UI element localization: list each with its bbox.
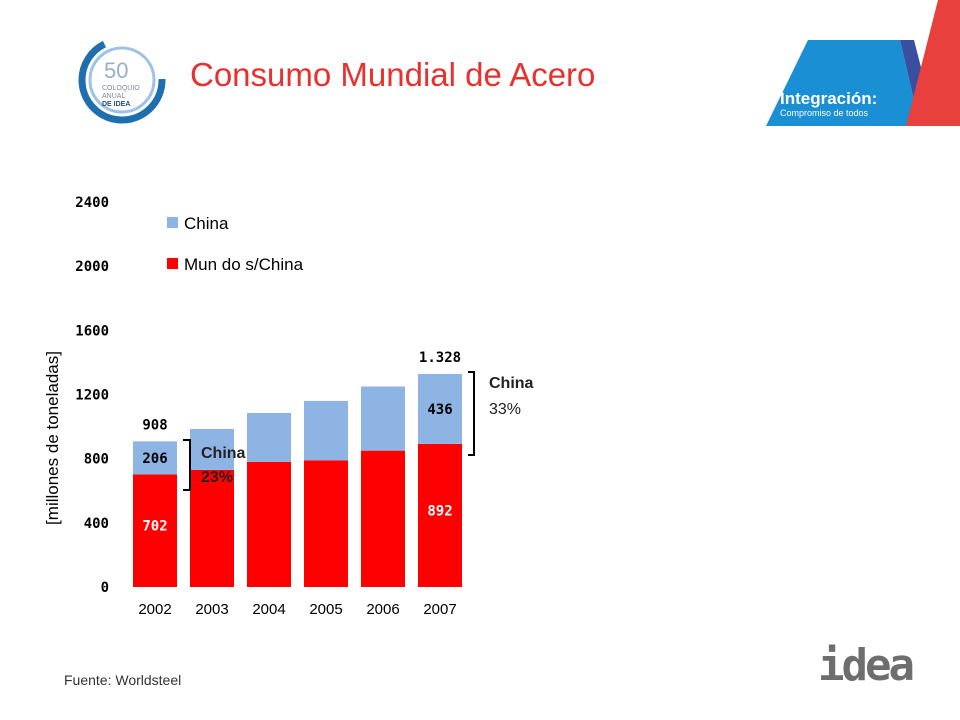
coloquio-50-logo: 50 COLOQUIO ANUAL DE IDEA xyxy=(76,34,168,126)
bar-rest-2002 xyxy=(133,474,177,587)
page-title: Consumo Mundial de Acero xyxy=(190,56,596,93)
source-note: Fuente: Worldsteel xyxy=(64,672,182,688)
bar-china-2006 xyxy=(361,386,405,451)
y-tick-label: 0 xyxy=(101,580,109,596)
data-label-2007-china: 436 xyxy=(427,402,452,418)
y-tick-label: 400 xyxy=(84,516,109,532)
y-axis-ticks: 0 400 800 1200 1600 2000 2400 xyxy=(75,195,109,596)
svg-text:50: 50 xyxy=(104,58,128,83)
steel-consumption-chart: 0 400 800 1200 1600 2000 2400 2002 2003 2004 2005… xyxy=(0,150,700,630)
legend-swatch-rest xyxy=(167,258,178,269)
annotation-2002: China 23% xyxy=(183,439,246,491)
data-label-2002-china: 206 xyxy=(142,451,167,467)
y-tick-label: 1200 xyxy=(75,388,109,404)
x-tick-label: 2006 xyxy=(366,601,399,618)
bar-rest-2005 xyxy=(304,460,348,587)
annotation-2007-line1: China xyxy=(489,375,534,392)
annotation-2007: China 33% xyxy=(468,371,534,456)
x-tick-label: 2002 xyxy=(138,601,171,618)
bar-rest-2006 xyxy=(361,450,405,587)
y-tick-label: 2400 xyxy=(75,195,109,211)
svg-text:DE IDEA: DE IDEA xyxy=(102,101,130,108)
legend-label-rest: Mun do s/China xyxy=(184,255,304,274)
svg-text:ANUAL: ANUAL xyxy=(102,93,125,100)
bar-rest-2003 xyxy=(190,469,234,587)
bar-rest-2007 xyxy=(418,443,462,587)
data-label-2007-total: 1.328 xyxy=(419,350,461,366)
x-tick-label: 2005 xyxy=(309,601,342,618)
bars xyxy=(133,373,462,587)
bar-rest-2004 xyxy=(247,461,291,587)
data-label-2002-total: 908 xyxy=(142,417,167,433)
y-axis-label: [millones de toneladas] xyxy=(43,351,62,525)
legend: China Mun do s/China xyxy=(167,214,304,274)
x-tick-label: 2003 xyxy=(195,601,228,618)
legend-swatch-china xyxy=(167,217,178,228)
bar-china-2003 xyxy=(190,428,234,470)
legend-label-china: China xyxy=(184,214,229,233)
integracion-banner: Integración: Compromiso de todos xyxy=(760,0,960,130)
idea-logo: idea xyxy=(818,640,918,691)
data-labels: 702 206 908 892 436 1.328 xyxy=(142,350,461,535)
banner-line1: Integración: xyxy=(780,89,877,108)
y-tick-label: 2000 xyxy=(75,259,109,275)
bracket-2002 xyxy=(183,439,191,491)
idea-logo-text: idea xyxy=(818,644,912,686)
x-tick-label: 2004 xyxy=(252,601,285,618)
bar-china-2007 xyxy=(418,373,462,444)
data-label-2002-rest: 702 xyxy=(142,519,167,535)
bar-china-2002 xyxy=(133,441,177,475)
x-tick-label: 2007 xyxy=(423,601,456,618)
y-tick-label: 1600 xyxy=(75,323,109,339)
annotation-2002-line2: 23% xyxy=(201,469,233,486)
x-axis-ticks: 2002 2003 2004 2005 2006 2007 xyxy=(138,601,456,618)
banner-line2: Compromiso de todos xyxy=(780,108,869,118)
annotation-2007-line2: 33% xyxy=(489,401,521,418)
svg-text:COLOQUIO: COLOQUIO xyxy=(102,85,140,92)
annotation-2002-line1: China xyxy=(201,445,246,462)
data-label-2007-rest: 892 xyxy=(427,503,452,519)
bar-china-2005 xyxy=(304,400,348,461)
bracket-2007 xyxy=(468,371,475,456)
bar-china-2004 xyxy=(247,412,291,462)
y-tick-label: 800 xyxy=(84,452,109,468)
